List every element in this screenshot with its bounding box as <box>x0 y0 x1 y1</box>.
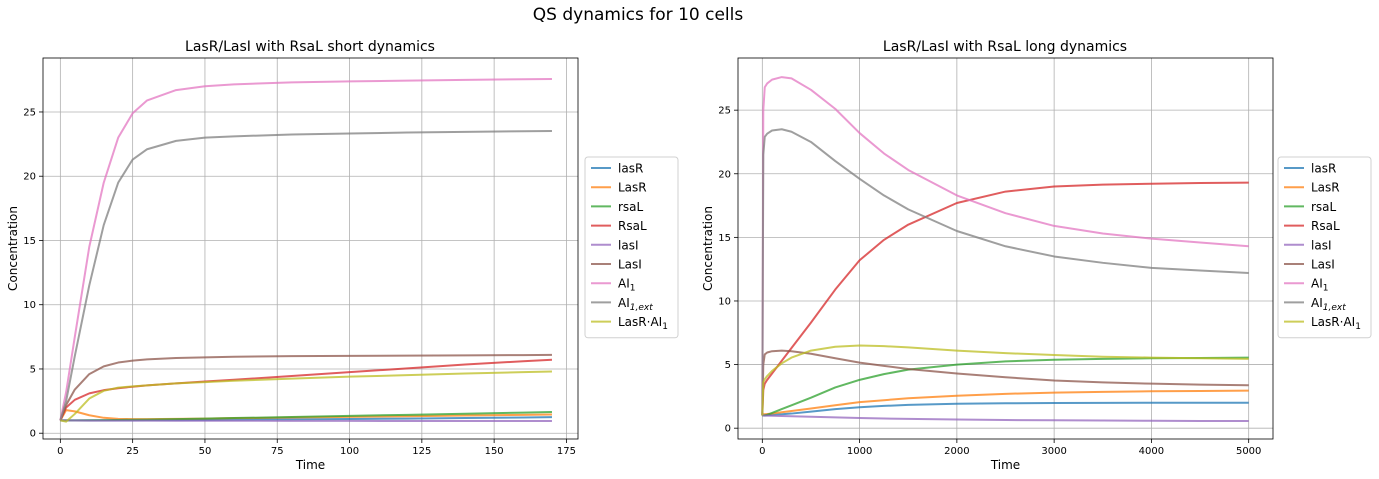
legend: lasRLasRrsaLRsaLlasILasIAI1AI1,extLasR·A… <box>1277 156 1372 339</box>
legend-label: LasR <box>1311 181 1340 195</box>
series-line-LasI <box>59 353 552 421</box>
y-tick-label: 5 <box>30 364 36 375</box>
chart-title: LasR/LasI with RsaL long dynamics <box>883 39 1127 55</box>
chart-long-dynamics: LasR/LasI with RsaL long dynamics 0 1000 20… <box>701 39 1372 472</box>
legend-label: lasI <box>618 238 638 252</box>
y-axis-label: Concentration <box>701 206 715 291</box>
x-axis-label: Time <box>295 458 325 472</box>
y-tick-label: 10 <box>23 300 36 311</box>
y-tick-label: 15 <box>23 236 36 247</box>
series-line-LasR_AI1 <box>60 370 552 423</box>
x-tick-label: 4000 <box>1139 446 1164 457</box>
series-line-LasI <box>761 349 1249 416</box>
series-line-AI1ext <box>761 128 1249 416</box>
legend-label: lasR <box>1311 162 1336 176</box>
x-tick-label: 125 <box>412 446 431 457</box>
figure-title: QS dynamics for 10 cells <box>533 5 744 25</box>
legend-label: LasR·AI1 <box>1311 315 1361 332</box>
series-line-AI1 <box>59 77 552 421</box>
y-tick-label: 10 <box>718 296 731 307</box>
y-tick-label: 5 <box>725 360 731 371</box>
legend-label: RsaL <box>618 219 647 233</box>
legend-label: LasR <box>618 181 647 195</box>
legend-frame <box>584 156 679 339</box>
x-axis-label: Time <box>990 458 1020 472</box>
y-tick-label: 20 <box>23 172 36 183</box>
legend-label: rsaL <box>1311 200 1337 214</box>
legend-label: LasI <box>618 258 642 272</box>
x-tick-label: 5000 <box>1236 446 1261 457</box>
legend-frame <box>1277 156 1372 339</box>
series-line-LasR_AI1 <box>761 344 1249 416</box>
y-tick-label: 20 <box>718 169 731 180</box>
x-tick-label: 0 <box>759 446 765 457</box>
legend: lasRLasRrsaLRsaLlasILasIAI1AI1,extLasR·A… <box>584 156 679 339</box>
x-tick-label: 50 <box>199 446 212 457</box>
x-tick-label: 3000 <box>1041 446 1066 457</box>
plot-area-frame <box>737 57 1274 440</box>
x-tick-label: 150 <box>485 446 504 457</box>
chart-title: LasR/LasI with RsaL short dynamics <box>185 39 435 55</box>
series-line-lasI <box>762 414 1249 423</box>
x-tick-label: 2000 <box>944 446 969 457</box>
plot-area-frame <box>42 57 579 440</box>
series-line-AI1ext <box>59 129 552 421</box>
legend-label: lasI <box>1311 238 1331 252</box>
legend-label: RsaL <box>1311 219 1340 233</box>
series-line-AI1 <box>761 76 1249 416</box>
y-tick-label: 0 <box>725 424 731 435</box>
legend-label: rsaL <box>618 200 644 214</box>
x-tick-label: 0 <box>57 446 63 457</box>
legend-label: lasR <box>618 162 643 176</box>
x-tick-label: 100 <box>340 446 359 457</box>
x-tick-label: 1000 <box>847 446 872 457</box>
x-tick-label: 75 <box>271 446 284 457</box>
y-tick-label: 25 <box>23 107 36 118</box>
legend-label: LasI <box>1311 258 1335 272</box>
y-tick-label: 0 <box>30 429 36 440</box>
series-line-lasI <box>60 419 552 423</box>
x-tick-label: 25 <box>126 446 139 457</box>
y-tick-label: 15 <box>718 233 731 244</box>
y-tick-label: 25 <box>718 106 731 117</box>
x-tick-label: 175 <box>557 446 576 457</box>
series-line-rsaL <box>762 356 1249 417</box>
legend-label: LasR·AI1 <box>618 315 668 332</box>
y-axis-label: Concentration <box>6 206 20 291</box>
series-line-RsaL <box>761 181 1249 416</box>
